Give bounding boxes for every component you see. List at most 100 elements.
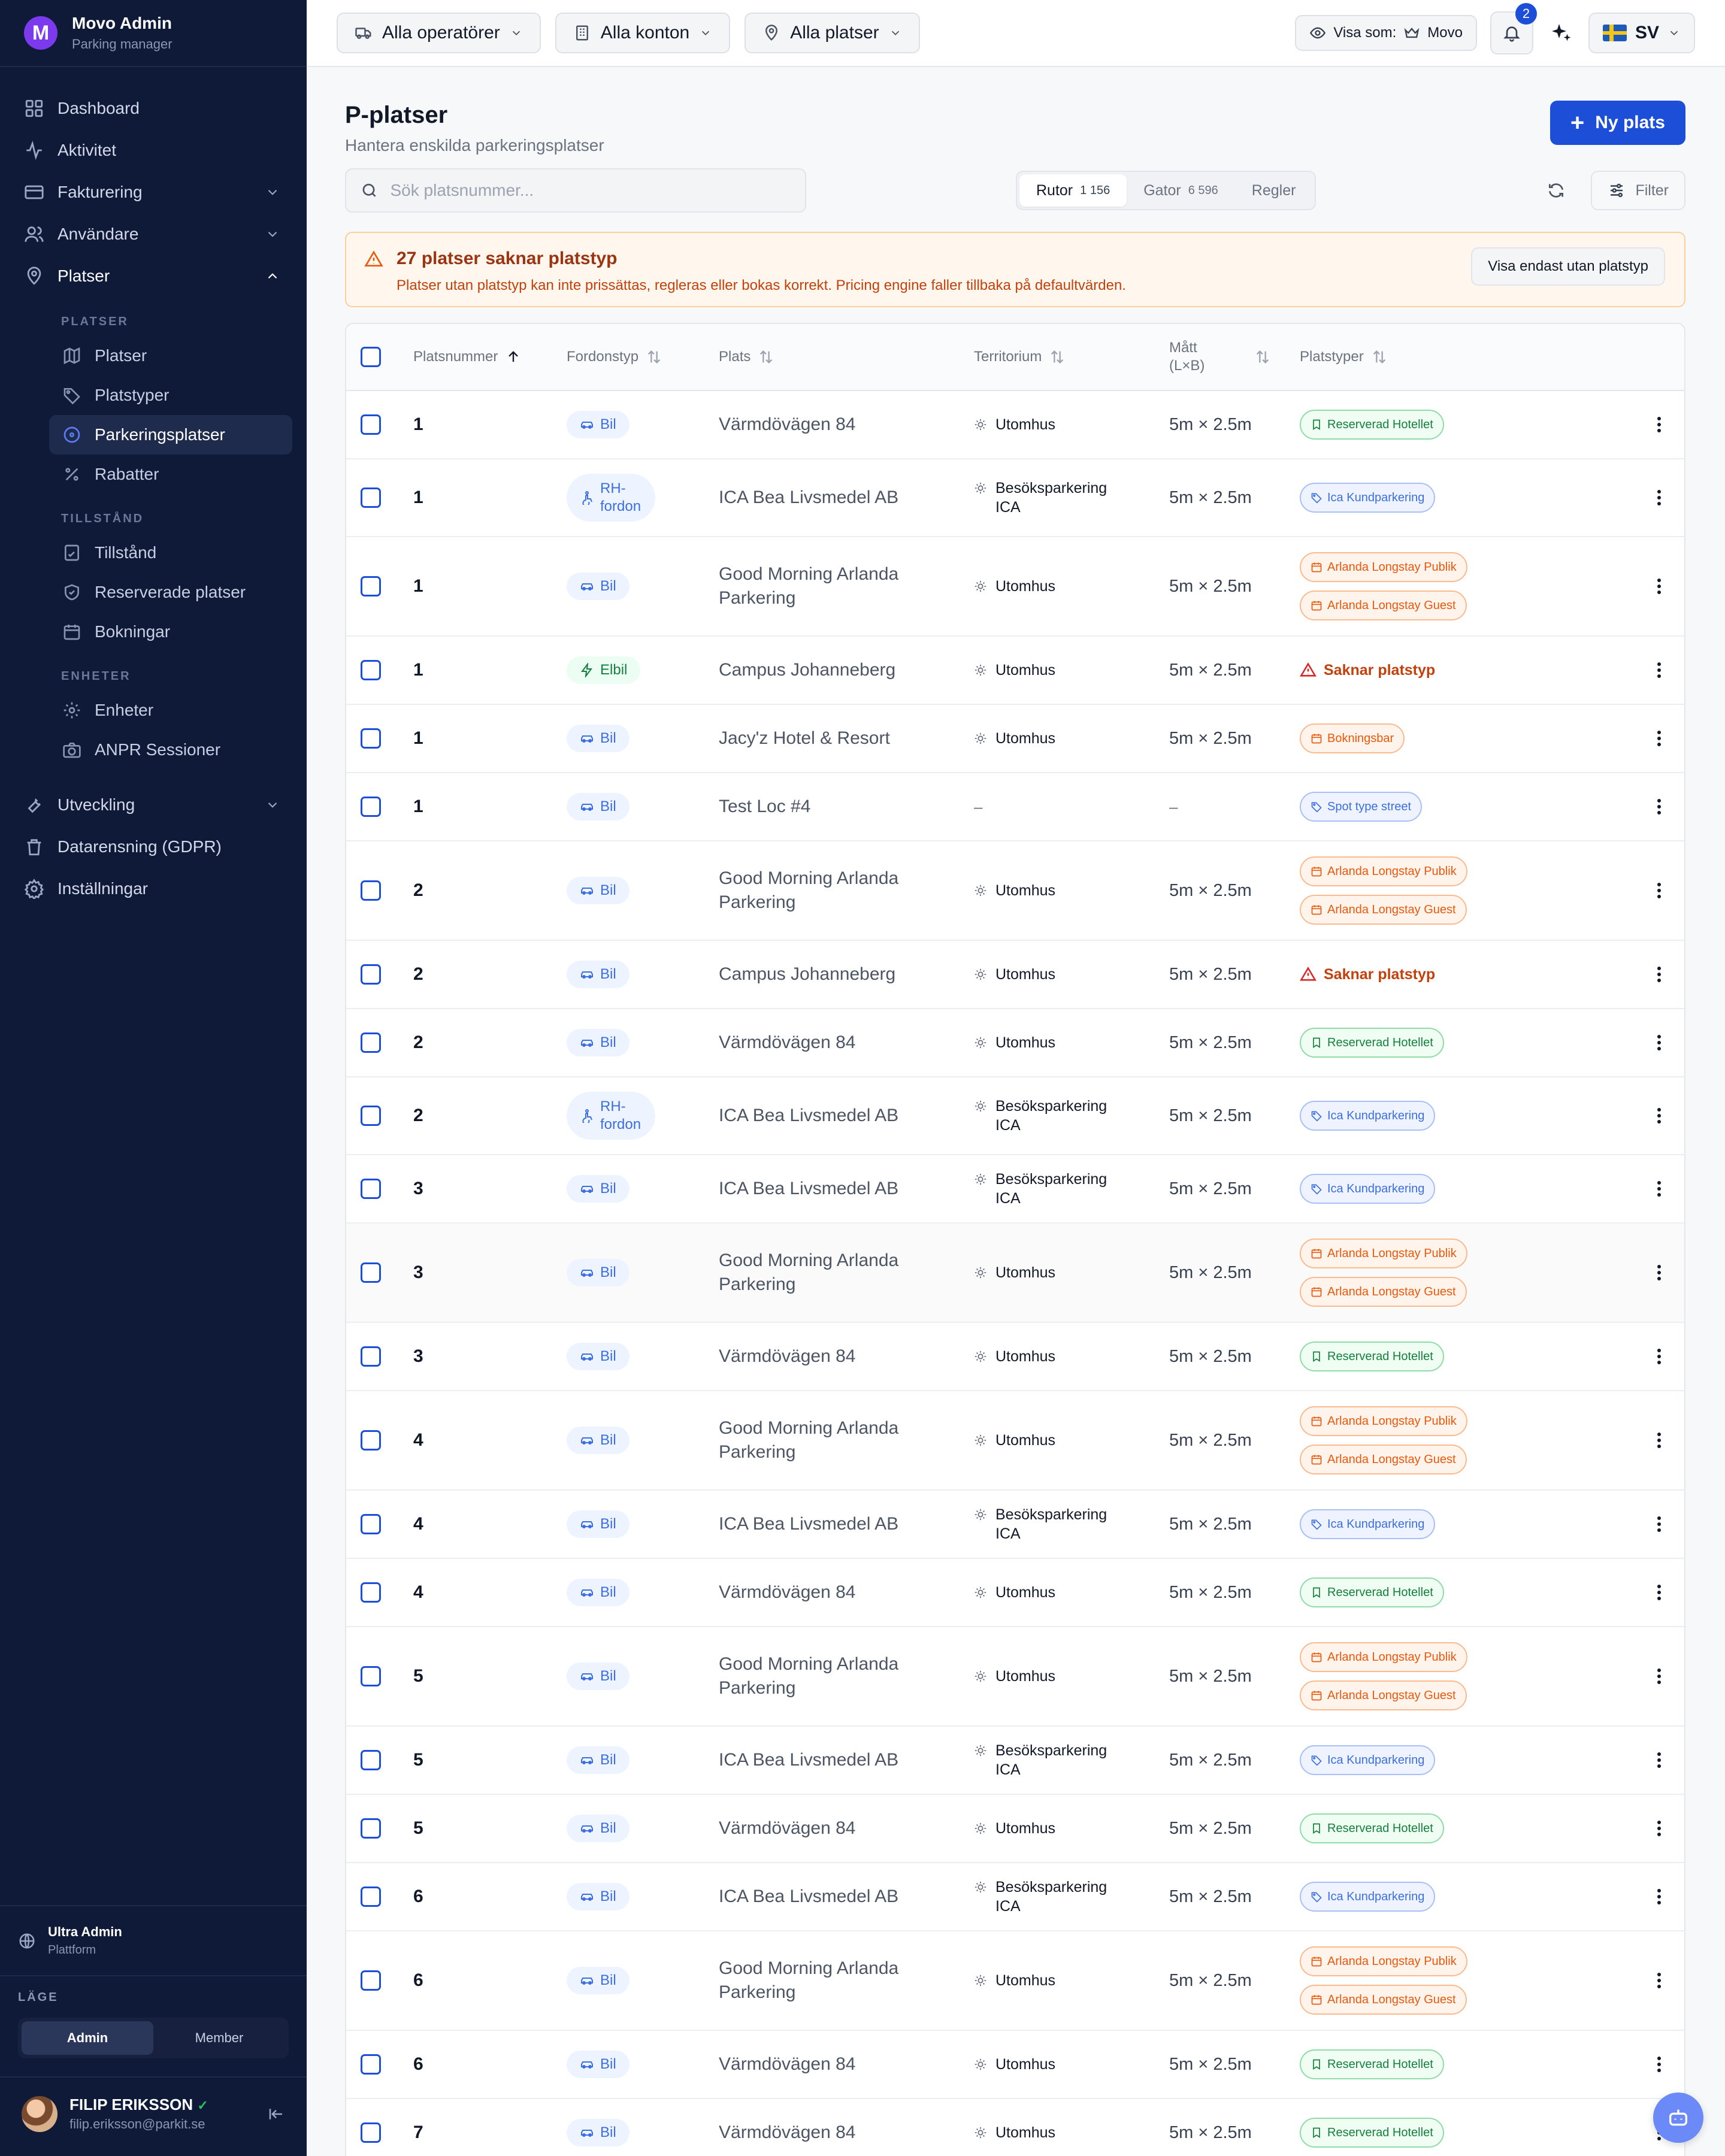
row-actions-menu-icon[interactable] [1657,2057,1661,2072]
sidebar-item-platstyper[interactable]: Platstyper [49,376,292,415]
table-row[interactable]: 4 Bil ICA Bea Livsmedel AB Besöksparkeri… [346,1491,1684,1559]
show-missing-type-button[interactable]: Visa endast utan platstyp [1471,247,1665,286]
location-name[interactable]: Good Morning Arlanda Parkering [719,868,899,912]
refresh-button[interactable] [1539,174,1573,207]
row-actions-menu-icon[interactable] [1657,1265,1661,1280]
column-header-territorium[interactable]: Territorium [974,349,1169,365]
brand[interactable]: M Movo Admin Parking manager [0,0,307,67]
row-checkbox[interactable] [361,487,381,508]
account-select[interactable]: Alla konton [555,13,731,53]
spot-type-tag[interactable]: Reserverad Hotellet [1300,2049,1444,2079]
row-checkbox[interactable] [361,1514,381,1534]
spot-type-tag[interactable]: Arlanda Longstay Guest [1300,591,1467,620]
user-profile[interactable]: FILIP ERIKSSON ✓ filip.eriksson@parkit.s… [0,2076,307,2156]
location-name[interactable]: ICA Bea Livsmedel AB [719,1179,899,1198]
location-name[interactable]: Good Morning Arlanda Parkering [719,1418,899,1462]
table-row[interactable]: 1 Bil Good Morning Arlanda Parkering Uto… [346,537,1684,637]
row-checkbox[interactable] [361,964,381,985]
spot-type-tag[interactable]: Arlanda Longstay Publik [1300,1239,1467,1268]
tab-gator[interactable]: Gator 6 596 [1127,174,1235,207]
table-row[interactable]: 6 Bil Good Morning Arlanda Parkering Uto… [346,1931,1684,2031]
row-checkbox[interactable] [361,414,381,435]
spot-type-tag[interactable]: Ica Kundparkering [1300,1745,1436,1775]
platform-switcher[interactable]: Ultra Admin Plattform [0,1905,307,1975]
sidebar-item-anpr-sessioner[interactable]: ANPR Sessioner [49,730,292,770]
sidebar-item-platser[interactable]: Platser [49,336,292,376]
notifications-button[interactable]: 2 [1490,3,1537,54]
spot-type-tag[interactable]: Reserverad Hotellet [1300,1577,1444,1607]
table-row[interactable]: 2 Bil Campus Johanneberg Utomhus 5m × 2.… [346,941,1684,1009]
table-row[interactable]: 1 Bil Värmdövägen 84 Utomhus 5m × 2.5m R… [346,391,1684,459]
table-row[interactable]: 4 Bil Good Morning Arlanda Parkering Uto… [346,1391,1684,1491]
row-actions-menu-icon[interactable] [1657,662,1661,678]
sidebar-item-reserverade-platser[interactable]: Reserverade platser [49,573,292,612]
row-checkbox[interactable] [361,880,381,901]
row-actions-menu-icon[interactable] [1657,1585,1661,1600]
table-row[interactable]: 2 RH-fordon ICA Bea Livsmedel AB Besöksp… [346,1077,1684,1155]
collapse-sidebar-icon[interactable] [267,2105,285,2123]
table-row[interactable]: 2 Bil Värmdövägen 84 Utomhus 5m × 2.5m R… [346,1009,1684,1077]
table-row[interactable]: 1 Bil Jacy'z Hotel & Resort Utomhus 5m ×… [346,705,1684,773]
row-checkbox[interactable] [361,660,381,680]
location-name[interactable]: Campus Johanneberg [719,964,896,984]
row-actions-menu-icon[interactable] [1657,490,1661,505]
row-checkbox[interactable] [361,1346,381,1367]
column-header-platsnummer[interactable]: Platsnummer [413,349,567,365]
nav-item-användare[interactable]: Användare [14,213,292,255]
row-actions-menu-icon[interactable] [1657,1516,1661,1532]
spot-type-tag[interactable]: Reserverad Hotellet [1300,2118,1444,2148]
spot-type-tag[interactable]: Arlanda Longstay Guest [1300,1680,1467,1710]
row-checkbox[interactable] [361,576,381,596]
location-name[interactable]: Test Loc #4 [719,797,811,816]
select-all-checkbox[interactable] [361,347,381,367]
ai-assistant-button[interactable] [1547,19,1575,47]
table-row[interactable]: 4 Bil Värmdövägen 84 Utomhus 5m × 2.5m R… [346,1559,1684,1627]
location-name[interactable]: ICA Bea Livsmedel AB [719,1886,899,1906]
table-row[interactable]: 5 Bil Värmdövägen 84 Utomhus 5m × 2.5m R… [346,1795,1684,1863]
column-header-plats[interactable]: Plats [719,349,974,365]
location-name[interactable]: ICA Bea Livsmedel AB [719,487,899,507]
mode-member-button[interactable]: Member [195,2030,244,2045]
location-name[interactable]: Värmdövägen 84 [719,2054,856,2074]
row-actions-menu-icon[interactable] [1657,1035,1661,1050]
location-name[interactable]: ICA Bea Livsmedel AB [719,1106,899,1125]
spot-type-tag[interactable]: Reserverad Hotellet [1300,1342,1444,1371]
row-actions-menu-icon[interactable] [1657,883,1661,898]
spot-type-tag[interactable]: Arlanda Longstay Guest [1300,1985,1467,2015]
row-checkbox[interactable] [361,1106,381,1126]
search-input[interactable] [390,181,791,200]
location-name[interactable]: Värmdövägen 84 [719,1346,856,1366]
nav-item-dashboard[interactable]: Dashboard [14,87,292,129]
table-row[interactable]: 5 Bil ICA Bea Livsmedel AB Besöksparkeri… [346,1727,1684,1795]
row-checkbox[interactable] [361,1262,381,1283]
nav-item-fakturering[interactable]: Fakturering [14,171,292,213]
sidebar-item-enheter[interactable]: Enheter [49,691,292,730]
nav-item-utveckling[interactable]: Utveckling [14,784,292,826]
row-checkbox[interactable] [361,1666,381,1686]
row-actions-menu-icon[interactable] [1657,799,1661,814]
location-name[interactable]: Good Morning Arlanda Parkering [719,1250,899,1294]
table-row[interactable]: 1 Elbil Campus Johanneberg Utomhus 5m × … [346,637,1684,705]
spot-type-tag[interactable]: Ica Kundparkering [1300,1882,1436,1912]
spot-type-tag[interactable]: Arlanda Longstay Guest [1300,1445,1467,1474]
row-actions-menu-icon[interactable] [1657,1349,1661,1364]
spot-type-tag[interactable]: Arlanda Longstay Publik [1300,1406,1467,1436]
nav-item-datarensning-gdpr-[interactable]: Datarensning (GDPR) [14,826,292,868]
table-row[interactable]: 1 Bil Test Loc #4 – – Spot type street [346,773,1684,841]
row-actions-menu-icon[interactable] [1657,1433,1661,1448]
spot-type-tag[interactable]: Bokningsbar [1300,723,1405,753]
row-checkbox[interactable] [361,797,381,817]
search-box[interactable] [345,168,806,213]
row-checkbox[interactable] [361,1970,381,1991]
row-actions-menu-icon[interactable] [1657,417,1661,432]
location-name[interactable]: Good Morning Arlanda Parkering [719,1958,899,2002]
spot-type-tag[interactable]: Reserverad Hotellet [1300,1028,1444,1058]
row-actions-menu-icon[interactable] [1657,1752,1661,1768]
spot-type-tag[interactable]: Arlanda Longstay Publik [1300,1642,1467,1672]
place-select[interactable]: Alla platser [745,13,920,53]
sidebar-item-bokningar[interactable]: Bokningar [49,612,292,652]
sidebar-item-parkeringsplatser[interactable]: Parkeringsplatser [49,415,292,455]
column-header-platstyper[interactable]: Platstyper [1300,349,1635,365]
location-name[interactable]: Jacy'z Hotel & Resort [719,728,890,748]
spot-type-tag[interactable]: Arlanda Longstay Guest [1300,1277,1467,1307]
